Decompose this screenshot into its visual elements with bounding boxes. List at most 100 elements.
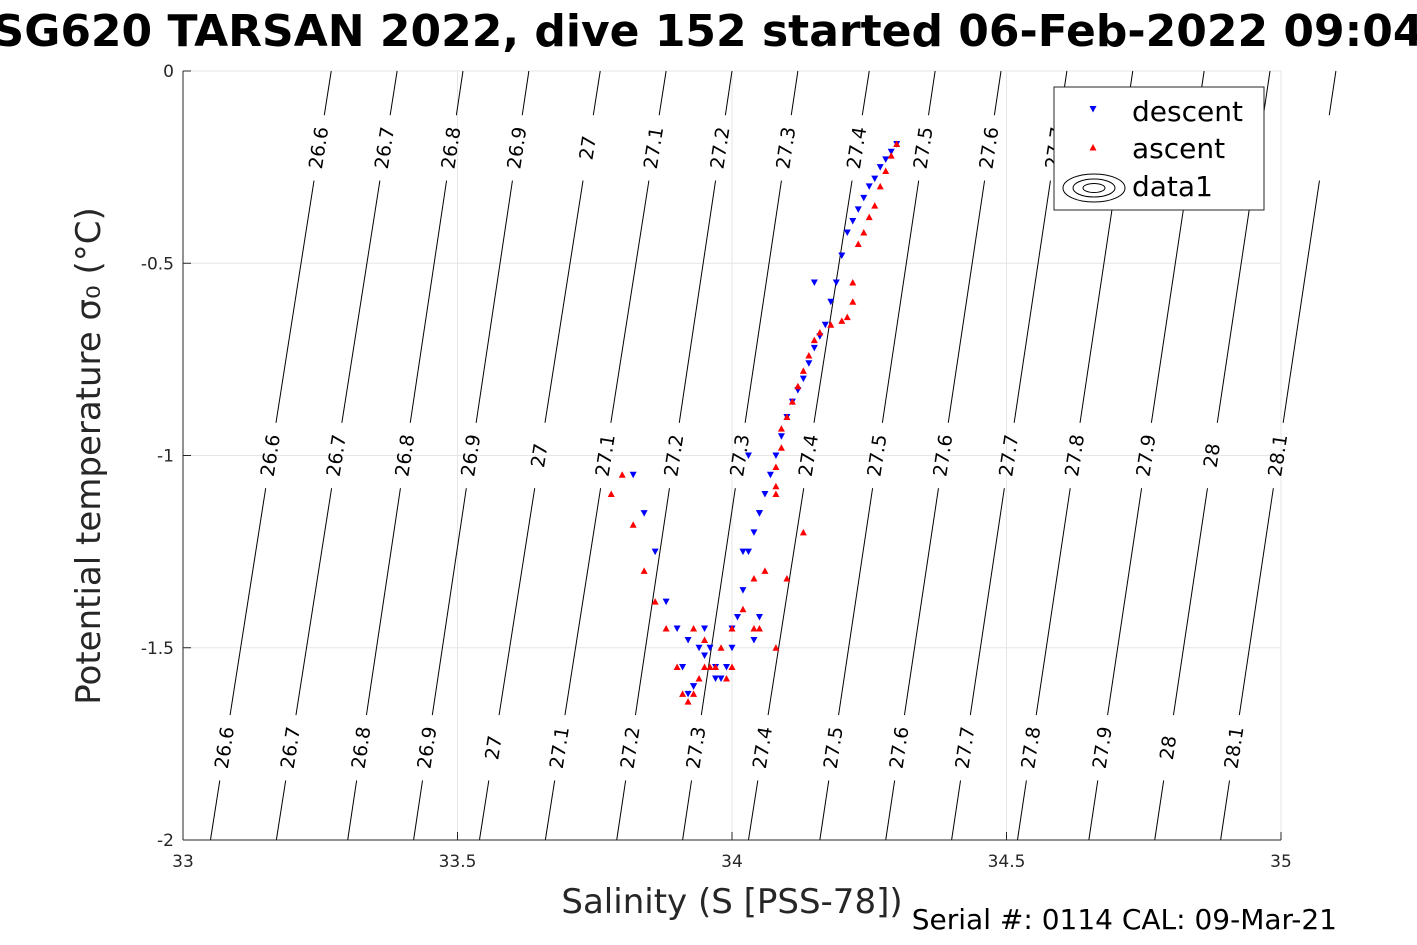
descent-point bbox=[832, 279, 840, 286]
x-tick-label: 35 bbox=[1270, 852, 1292, 872]
descent-point bbox=[679, 663, 687, 671]
data-points bbox=[607, 140, 901, 705]
legend-ascent-marker bbox=[1089, 144, 1097, 151]
descent-point bbox=[739, 587, 747, 594]
descent-point bbox=[744, 548, 752, 556]
y-tick-label: -0.5 bbox=[141, 254, 174, 274]
isopycnal-line bbox=[544, 180, 584, 423]
ascent-point bbox=[854, 240, 862, 248]
isopycnal-line bbox=[413, 780, 424, 841]
descent-point bbox=[766, 471, 774, 479]
ascent-point bbox=[651, 598, 659, 605]
ascent-point bbox=[777, 444, 785, 451]
isopycnal-line bbox=[634, 488, 670, 716]
ascent-point bbox=[849, 298, 857, 305]
ascent-point bbox=[816, 328, 824, 336]
isopycnal-line bbox=[610, 180, 650, 423]
isopycnal-line bbox=[544, 780, 556, 841]
isopycnal-line bbox=[1328, 70, 1337, 116]
isopycnal-line bbox=[365, 488, 401, 716]
isopycnal-line bbox=[209, 780, 221, 841]
y-tick-label: 0 bbox=[163, 62, 174, 82]
ascent-point bbox=[712, 663, 720, 670]
isopycnal-line bbox=[993, 70, 1002, 116]
descent-point bbox=[750, 529, 758, 536]
isopycnal-line bbox=[724, 70, 733, 116]
ascent-point bbox=[887, 152, 895, 159]
x-tick-label: 34.5 bbox=[988, 852, 1026, 872]
isopycnal-line bbox=[1150, 180, 1189, 423]
descent-point bbox=[662, 598, 670, 606]
descent-point bbox=[717, 675, 725, 683]
ascent-point bbox=[810, 336, 818, 344]
x-tick-label: 33.5 bbox=[439, 852, 477, 872]
legend: descent ascent data1 bbox=[1053, 86, 1265, 211]
isopycnal-line bbox=[1016, 780, 1027, 841]
ascent-point bbox=[783, 575, 791, 582]
ascent-point bbox=[695, 675, 703, 682]
ascent-point bbox=[728, 663, 736, 670]
descent-point bbox=[651, 548, 659, 556]
ascent-point bbox=[690, 690, 698, 697]
isopycnal-line bbox=[455, 70, 464, 116]
isopycnal-line bbox=[885, 780, 896, 841]
ascent-point bbox=[706, 663, 714, 670]
ascent-point bbox=[827, 321, 835, 328]
descent-point bbox=[629, 471, 637, 479]
ascent-point bbox=[772, 482, 780, 490]
descent-point bbox=[761, 490, 769, 498]
legend-box bbox=[1053, 86, 1265, 211]
descent-point bbox=[712, 675, 720, 683]
isopycnal-line bbox=[389, 70, 398, 116]
descent-point bbox=[733, 613, 741, 621]
x-tick-label: 34 bbox=[721, 852, 743, 872]
isopycnal-line bbox=[475, 180, 513, 423]
isopycnal-line bbox=[521, 70, 530, 116]
ascent-point bbox=[679, 690, 687, 697]
descent-point bbox=[849, 217, 857, 225]
descent-point bbox=[854, 206, 862, 213]
ascent-point bbox=[607, 490, 615, 497]
ascent-point bbox=[799, 528, 807, 536]
ascent-point bbox=[799, 367, 807, 374]
isopycnal-line bbox=[682, 780, 693, 841]
ascent-point bbox=[805, 352, 813, 359]
ascent-point bbox=[777, 425, 785, 432]
isopycnal-line bbox=[1107, 488, 1143, 716]
descent-point bbox=[739, 548, 747, 556]
isopycnal-line bbox=[1013, 180, 1051, 423]
descent-point bbox=[701, 652, 709, 659]
descent-point bbox=[750, 637, 758, 644]
isopycnal-line bbox=[616, 780, 627, 841]
isopycnal-label: 27 bbox=[481, 734, 506, 761]
ascent-point bbox=[871, 202, 879, 209]
isopycnal-line bbox=[564, 488, 602, 716]
isopycnal-line bbox=[1238, 488, 1274, 716]
isopycnal-line bbox=[341, 180, 381, 423]
legend-contour-icon bbox=[1062, 173, 1126, 203]
ascent-point bbox=[690, 625, 698, 632]
isopycnal-line bbox=[838, 488, 874, 716]
ascent-point bbox=[662, 625, 670, 632]
descent-point bbox=[799, 375, 807, 383]
isopycnal-line bbox=[295, 488, 333, 716]
isopycnal-line bbox=[1220, 780, 1231, 841]
isopycnal-line bbox=[498, 488, 536, 716]
descent-point bbox=[810, 344, 818, 352]
isopycnal-line bbox=[1035, 488, 1071, 716]
descent-point bbox=[805, 360, 813, 367]
isopycnal-line bbox=[275, 780, 287, 841]
descent-point bbox=[690, 683, 698, 690]
ascent-point bbox=[772, 644, 780, 651]
isopycnal-line bbox=[951, 780, 962, 841]
descent-point bbox=[684, 690, 692, 698]
isopycnal-line bbox=[813, 180, 853, 423]
isopycnal-line bbox=[928, 70, 936, 116]
descent-point bbox=[777, 433, 785, 440]
isopycnal-line bbox=[700, 488, 736, 716]
serial-cal-footer: Serial #: 0114 CAL: 09-Mar-21 bbox=[912, 903, 1337, 936]
ascent-point bbox=[755, 625, 763, 632]
descent-point bbox=[755, 510, 763, 517]
ascent-point bbox=[783, 413, 791, 421]
descent-point bbox=[723, 663, 731, 671]
